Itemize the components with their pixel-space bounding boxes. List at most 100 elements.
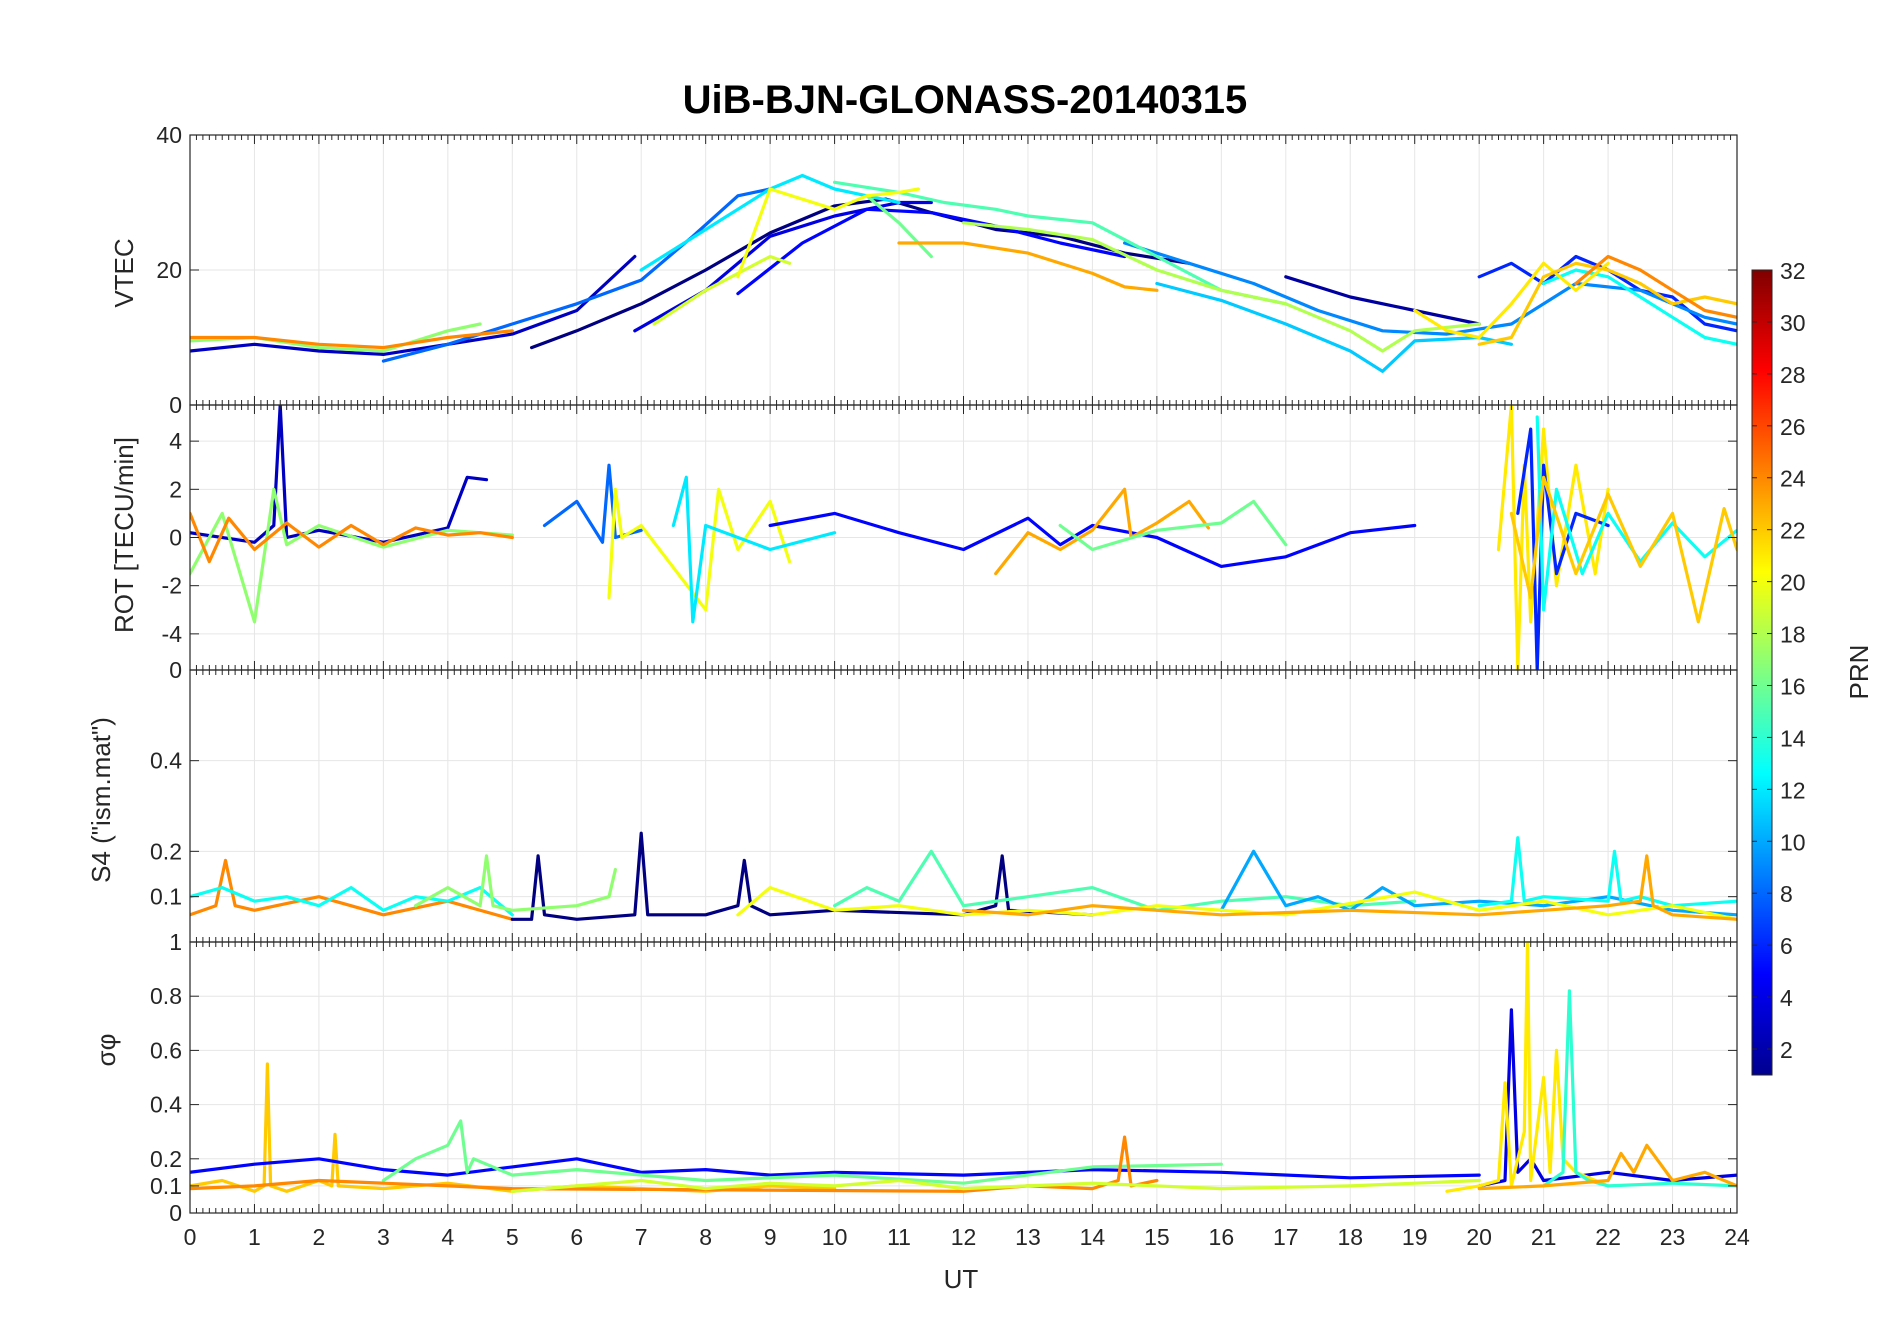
y-tick-label: 0.1	[150, 1173, 182, 1199]
colorbar-tick-label: 30	[1780, 310, 1806, 336]
y-tick-label: 0.2	[150, 1146, 182, 1172]
x-tick-label: 23	[1660, 1224, 1686, 1250]
series-line-prn-3	[190, 254, 637, 356]
colorbar-tick-label: 22	[1780, 518, 1806, 544]
series-line-prn-13	[1541, 268, 1737, 346]
y-tick-label: 0	[169, 525, 182, 551]
series-line-prn-23	[897, 241, 1159, 292]
series-line-prn-12	[671, 475, 837, 624]
series-group	[190, 831, 1737, 921]
s4-axis-label: S4 ("ism.mat")	[86, 717, 116, 883]
colorbar-label: PRN	[1844, 645, 1874, 700]
y-tick-label: 0	[169, 657, 182, 683]
y-tick-label: 0	[169, 1200, 182, 1226]
colorbar-tick-label: 18	[1780, 622, 1806, 648]
x-tick-label: 12	[951, 1224, 977, 1250]
series-line-prn-5	[768, 511, 1417, 569]
x-tick-label: 15	[1144, 1224, 1170, 1250]
x-tick-label: 4	[441, 1224, 454, 1250]
series-line-prn-17	[414, 854, 618, 912]
y-tick-label: 0	[169, 392, 182, 418]
series-line-prn-11	[1155, 281, 1514, 373]
x-tick-label: 18	[1337, 1224, 1363, 1250]
series-group	[190, 942, 1737, 1193]
colorbar-tick-label: 10	[1780, 829, 1806, 855]
colorbar-tick-label: 2	[1780, 1037, 1793, 1063]
x-tick-label: 22	[1595, 1224, 1621, 1250]
series-line-prn-5	[190, 1157, 1481, 1180]
x-tick-label: 17	[1273, 1224, 1299, 1250]
y-tick-label: 1	[169, 929, 182, 955]
series-line-prn-9	[1122, 241, 1737, 336]
series-line-prn-2	[1284, 275, 1481, 326]
series-line-prn-23	[1477, 1143, 1737, 1191]
series-line-prn-10	[1219, 849, 1737, 917]
series-line-prn-21	[1413, 261, 1610, 340]
x-tick-label: 8	[699, 1224, 712, 1250]
panel-s4: 0.1 0.2 0.4 0	[150, 657, 1738, 943]
series-line-prn-6	[1516, 427, 1610, 670]
colorbar-tick-label: 14	[1780, 725, 1806, 751]
colorbar-tick-label: 8	[1780, 881, 1793, 907]
sigma-phi-axis-label: σφ	[91, 1034, 121, 1067]
colorbar-tick-label: 16	[1780, 673, 1806, 699]
y-tick-label: 0.6	[150, 1037, 182, 1063]
x-tick-label: 11	[887, 1224, 911, 1250]
series-line-prn-20	[607, 487, 792, 612]
y-tick-label: 20	[156, 257, 182, 283]
y-tick-label: 0.1	[150, 884, 182, 910]
y-tick-label: 0.4	[150, 1092, 182, 1118]
series-line-prn-16	[865, 194, 933, 259]
y-tick-label: -2	[162, 573, 182, 599]
colorbar-tick-label: 32	[1780, 258, 1806, 284]
series-line-prn-1	[510, 831, 1095, 921]
x-tick-label: 0	[184, 1224, 197, 1250]
series-group	[190, 173, 1737, 373]
series-line-prn-23	[994, 487, 1211, 576]
x-tick-label: 13	[1015, 1224, 1041, 1250]
x-tick-label: 20	[1466, 1224, 1492, 1250]
colorbar-tick-label: 4	[1780, 985, 1793, 1011]
figure-title: UiB-BJN-GLONASS-20140315	[683, 78, 1248, 122]
x-tick-label: 5	[506, 1224, 519, 1250]
series-line-prn-20	[736, 885, 1737, 921]
series-line-prn-5	[736, 207, 1127, 296]
vtec-axis-label: VTEC	[109, 238, 139, 307]
series-line-prn-1	[529, 197, 1191, 350]
y-tick-label: 4	[169, 428, 182, 454]
series-line-prn-8	[542, 463, 643, 544]
x-axis-label: UT	[944, 1264, 979, 1294]
series-line-prn-24	[190, 329, 514, 350]
colorbar-tick-label: 26	[1780, 414, 1806, 440]
series-line-prn-13	[190, 885, 514, 917]
x-tick-label: 6	[570, 1224, 583, 1250]
x-tick-label: 14	[1080, 1224, 1106, 1250]
x-tick-label: 19	[1402, 1224, 1428, 1250]
colorbar-tick-label: 28	[1780, 362, 1806, 388]
series-line-prn-15	[832, 849, 1417, 912]
series-line-prn-16	[381, 1119, 1223, 1185]
y-tick-label: 0.2	[150, 838, 182, 864]
series-line-prn-15	[832, 180, 1288, 306]
series-line-prn-17	[190, 487, 514, 624]
x-tick-label: 10	[822, 1224, 848, 1250]
x-tick-label: 21	[1531, 1224, 1557, 1250]
y-tick-label: 0.4	[150, 748, 182, 774]
series-line-prn-21	[1445, 942, 1610, 1193]
y-tick-label: 0.8	[150, 983, 182, 1009]
x-tick-label: 1	[248, 1224, 261, 1250]
series-line-prn-24	[190, 511, 514, 564]
x-tick-label: 3	[377, 1224, 390, 1250]
series-line-prn-14	[1541, 989, 1737, 1188]
series-line-prn-23	[961, 854, 1737, 921]
colorbar-tick-label: 20	[1780, 570, 1806, 596]
x-tick-label: 16	[1209, 1224, 1235, 1250]
series-line-prn-8	[381, 187, 772, 363]
y-tick-label: 40	[156, 122, 182, 148]
series-line-prn-13	[1535, 415, 1737, 612]
series-line-prn-24	[190, 858, 514, 921]
series-line-prn-16	[1058, 499, 1288, 552]
series-group	[190, 405, 1737, 670]
y-tick-label: -4	[162, 621, 183, 647]
